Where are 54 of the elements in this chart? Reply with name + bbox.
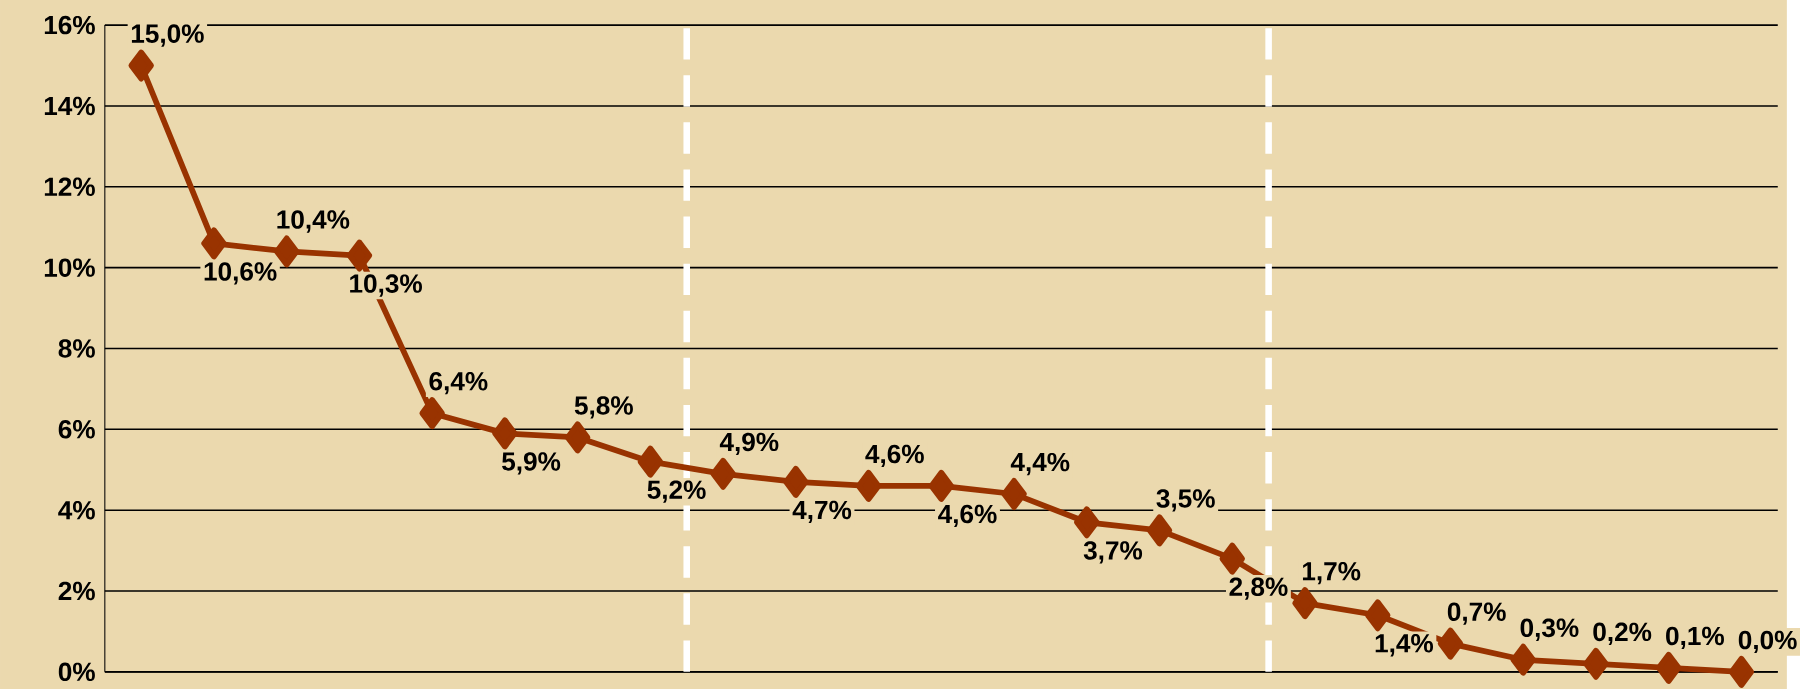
point [1219,542,1245,575]
y-tick-label: 6% [58,420,95,439]
point [419,397,445,430]
point [637,445,664,478]
data-label: 5,2% [647,480,706,503]
point [346,239,373,272]
point [1365,599,1391,632]
point [783,465,809,498]
data-label: 0,1% [1666,626,1724,650]
point [855,470,882,502]
data-label: 1,7% [1302,562,1361,585]
data-label: 5,9% [502,452,561,475]
data-label: 6,4% [429,372,488,395]
point [1437,627,1464,660]
data-label: 0,3% [1520,618,1579,641]
data-label: 3,7% [1083,541,1143,564]
point [1655,651,1682,684]
point [1001,478,1027,511]
point [1583,647,1609,680]
data-label: 1,4% [1375,634,1434,657]
y-tick-label: 8% [58,339,95,358]
point [564,421,591,454]
data-label: 5,8% [574,396,633,419]
data-label: 10,6% [204,262,277,285]
data-label: 0,7% [1447,602,1506,625]
data-label: 10,4% [277,210,350,233]
y-tick-label: 10% [44,258,95,277]
point [1510,643,1536,676]
y-tick-label: 4% [58,501,95,520]
data-label: 3,5% [1156,489,1215,512]
point [201,227,227,260]
y-tick-label: 2% [58,581,95,601]
point [128,49,154,82]
point [1146,514,1173,547]
point [1728,655,1755,688]
y-tick-label: 0% [58,662,95,682]
point [1292,587,1318,620]
y-tick-label: 12% [44,177,95,197]
data-label: 15,0% [131,24,204,47]
point [928,470,954,502]
data-label: 10,3% [350,274,422,297]
data-label: 0,2% [1593,622,1652,646]
point [710,457,736,490]
data-label: 4,6% [938,504,997,528]
data-label: 0,0% [1738,630,1797,654]
data-label: 2,8% [1229,577,1288,600]
data-label: 4,6% [865,444,924,468]
data-label: 4,4% [1010,452,1070,476]
data-label: 4,7% [792,500,852,524]
point [1074,506,1100,539]
data-label: 4,9% [719,432,779,456]
y-tick-label: 16% [44,15,95,35]
point [492,417,518,450]
y-tick-label: 14% [44,96,95,116]
